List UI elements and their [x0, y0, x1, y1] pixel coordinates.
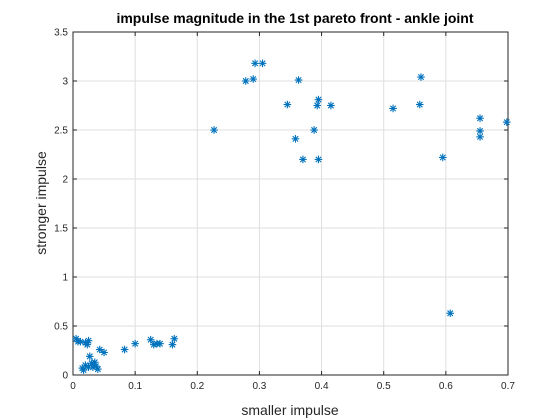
y-tick-label: 1.5 — [54, 224, 68, 235]
data-point — [446, 309, 455, 318]
data-point — [85, 352, 94, 361]
data-point — [258, 59, 267, 68]
x-tick-label: 0.4 — [315, 381, 329, 392]
data-point — [120, 345, 129, 354]
data-point — [327, 101, 335, 110]
data-points — [72, 59, 511, 374]
data-point — [283, 100, 292, 109]
x-tick-label: 0.3 — [252, 381, 266, 392]
data-point — [415, 100, 424, 109]
data-point — [146, 335, 155, 344]
plot-frame — [72, 31, 509, 376]
data-point — [476, 133, 484, 141]
axis-ticks — [72, 31, 509, 376]
y-tick-label: 1 — [62, 273, 68, 284]
data-point — [131, 339, 139, 348]
data-point — [291, 135, 300, 143]
data-point — [476, 114, 484, 123]
x-tick-labels: 0 0.1 0.2 0.3 0.4 0.5 0.6 0.7 — [70, 381, 515, 392]
data-point — [210, 126, 218, 134]
x-tick-label: 0 — [70, 381, 76, 392]
chart-title: impulse magnitude in the 1st pareto fron… — [116, 10, 473, 26]
data-point — [502, 118, 511, 126]
data-point — [156, 339, 164, 348]
data-point — [313, 101, 322, 110]
x-tick-label: 0.5 — [377, 381, 391, 392]
data-point — [294, 76, 303, 84]
data-point — [249, 75, 258, 83]
data-point — [76, 337, 85, 346]
grid-lines — [72, 31, 509, 376]
y-tick-label: 2.5 — [54, 126, 68, 137]
x-tick-label: 0.6 — [439, 381, 453, 392]
data-point — [389, 104, 397, 113]
y-tick-label: 3.5 — [54, 28, 68, 39]
x-tick-label: 0.1 — [128, 381, 142, 392]
data-point — [438, 153, 447, 162]
data-point — [310, 126, 318, 134]
data-point — [314, 95, 323, 104]
data-point — [170, 334, 179, 343]
data-point — [84, 336, 93, 345]
y-tick-label: 0.5 — [54, 322, 68, 333]
data-point — [476, 127, 484, 135]
x-tick-label: 0.2 — [190, 381, 204, 392]
data-point — [299, 155, 307, 164]
data-point — [251, 59, 259, 68]
x-tick-label: 0.7 — [501, 381, 515, 392]
data-point — [168, 340, 177, 349]
y-tick-label: 2 — [62, 175, 68, 186]
data-point — [417, 73, 425, 81]
data-point — [95, 345, 104, 354]
data-point — [94, 365, 102, 373]
data-point — [241, 77, 250, 85]
x-axis-label: smaller impulse — [241, 402, 338, 418]
y-tick-label: 3 — [62, 77, 68, 88]
y-tick-labels: 0 0.5 1 1.5 2 2.5 3 3.5 — [54, 28, 68, 382]
data-point — [100, 348, 108, 357]
data-point — [314, 155, 323, 164]
y-tick-label: 0 — [62, 371, 68, 382]
y-axis-label: stronger impulse — [33, 151, 49, 255]
